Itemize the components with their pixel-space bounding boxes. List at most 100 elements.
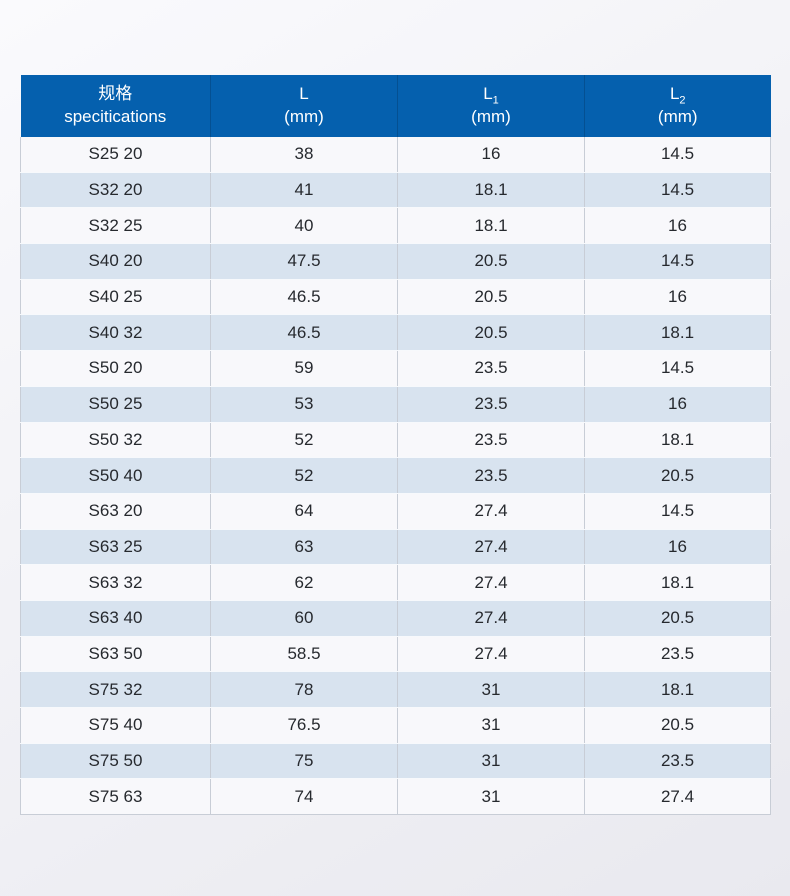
cell-l: 41 xyxy=(210,172,398,209)
cell-l: 53 xyxy=(210,386,398,423)
table-row: S25 20 38 16 14.5 xyxy=(20,137,771,173)
cell-specification: S50 32 xyxy=(20,422,211,459)
cell-l: 40 xyxy=(210,207,398,245)
table-header: 规格 specitications L (mm) L1 (mm) L2 (mm) xyxy=(20,75,771,137)
cell-l: 46.5 xyxy=(210,279,398,316)
cell-l1: 27.4 xyxy=(397,636,585,673)
cell-l2: 16 xyxy=(584,386,771,423)
cell-specification: S32 20 xyxy=(20,172,211,209)
cell-l1: 23.5 xyxy=(397,386,585,423)
cell-l: 62 xyxy=(210,564,398,601)
cell-l1: 31 xyxy=(397,778,585,816)
cell-l: 75 xyxy=(210,743,398,780)
table-row: S32 20 41 18.1 14.5 xyxy=(20,172,771,209)
cell-l2: 18.1 xyxy=(584,671,771,708)
table-row: S63 20 64 27.4 14.5 xyxy=(20,493,771,530)
cell-l1: 27.4 xyxy=(397,600,585,637)
cell-l2: 23.5 xyxy=(584,743,771,780)
cell-specification: S63 40 xyxy=(20,600,211,637)
cell-l1: 27.4 xyxy=(397,493,585,530)
cell-l2: 16 xyxy=(584,207,771,245)
cell-l: 47.5 xyxy=(210,243,398,280)
col-header-l2-subscript: 2 xyxy=(679,94,686,107)
cell-l: 52 xyxy=(210,457,398,494)
cell-specification: S75 40 xyxy=(20,707,211,744)
cell-l: 58.5 xyxy=(210,636,398,673)
cell-specification: S63 25 xyxy=(20,529,211,566)
cell-l: 38 xyxy=(210,137,398,173)
cell-specification: S75 50 xyxy=(20,743,211,780)
table-row: S75 32 78 31 18.1 xyxy=(20,671,771,708)
cell-l1: 23.5 xyxy=(397,457,585,494)
cell-l2: 14.5 xyxy=(584,137,771,173)
table-row: S63 40 60 27.4 20.5 xyxy=(20,600,771,637)
cell-l2: 14.5 xyxy=(584,243,771,280)
cell-l: 60 xyxy=(210,600,398,637)
cell-specification: S63 32 xyxy=(20,564,211,601)
cell-specification: S75 32 xyxy=(20,671,211,708)
cell-l1: 31 xyxy=(397,707,585,744)
col-header-l-symbol: L xyxy=(299,84,309,104)
table-row: S75 50 75 31 23.5 xyxy=(20,743,771,780)
cell-l1: 16 xyxy=(397,137,585,173)
cell-l2: 20.5 xyxy=(584,600,771,637)
col-header-l2-symbol: L xyxy=(669,84,680,104)
col-header-l-unit: (mm) xyxy=(284,107,324,126)
table-row: S50 25 53 23.5 16 xyxy=(20,386,771,423)
cell-l1: 18.1 xyxy=(397,172,585,209)
col-header-l1-subscript: 1 xyxy=(492,94,499,107)
cell-l1: 27.4 xyxy=(397,529,585,566)
cell-specification: S50 40 xyxy=(20,457,211,494)
col-header-l1: L1 (mm) xyxy=(397,75,585,137)
table-row: S63 25 63 27.4 16 xyxy=(20,529,771,566)
col-header-l1-unit: (mm) xyxy=(471,107,511,126)
col-header-l: L (mm) xyxy=(210,75,398,137)
header-row: 规格 specitications L (mm) L1 (mm) L2 (mm) xyxy=(20,75,771,137)
col-header-specifications-en: specitications xyxy=(64,107,167,126)
cell-l1: 20.5 xyxy=(397,279,585,316)
cell-l: 76.5 xyxy=(210,707,398,744)
table-row: S50 40 52 23.5 20.5 xyxy=(20,457,771,494)
table-row: S40 25 46.5 20.5 16 xyxy=(20,279,771,316)
table-body: S25 20 38 16 14.5 S32 20 41 18.1 14.5 S32 25 40 18… xyxy=(20,137,771,816)
col-header-l2: L2 (mm) xyxy=(584,75,771,137)
cell-l1: 23.5 xyxy=(397,422,585,459)
cell-l2: 18.1 xyxy=(584,564,771,601)
table-row: S63 32 62 27.4 18.1 xyxy=(20,564,771,601)
table-row: S63 50 58.5 27.4 23.5 xyxy=(20,636,771,673)
cell-l2: 14.5 xyxy=(584,172,771,209)
cell-l2: 18.1 xyxy=(584,314,771,352)
cell-l2: 16 xyxy=(584,279,771,316)
cell-l: 59 xyxy=(210,350,398,387)
cell-l1: 20.5 xyxy=(397,243,585,280)
table-row: S50 32 52 23.5 18.1 xyxy=(20,422,771,459)
cell-l1: 20.5 xyxy=(397,314,585,352)
cell-specification: S25 20 xyxy=(20,137,211,173)
table-row: S40 32 46.5 20.5 18.1 xyxy=(20,314,771,352)
table-row: S32 25 40 18.1 16 xyxy=(20,207,771,245)
cell-specification: S50 20 xyxy=(20,350,211,387)
cell-l2: 23.5 xyxy=(584,636,771,673)
cell-l: 64 xyxy=(210,493,398,530)
cell-l1: 27.4 xyxy=(397,564,585,601)
cell-l2: 18.1 xyxy=(584,422,771,459)
cell-specification: S40 32 xyxy=(20,314,211,352)
cell-l: 52 xyxy=(210,422,398,459)
cell-l: 63 xyxy=(210,529,398,566)
cell-specification: S40 20 xyxy=(20,243,211,280)
cell-l2: 16 xyxy=(584,529,771,566)
col-header-l1-symbol: L xyxy=(483,84,493,104)
col-header-l2-unit: (mm) xyxy=(657,107,698,126)
cell-l1: 31 xyxy=(397,743,585,780)
cell-l1: 31 xyxy=(397,671,585,708)
table-row: S50 20 59 23.5 14.5 xyxy=(20,350,771,387)
cell-specification: S40 25 xyxy=(20,279,211,316)
cell-specification: S63 20 xyxy=(20,493,211,530)
cell-l: 78 xyxy=(210,671,398,708)
cell-specification: S32 25 xyxy=(20,207,211,245)
cell-specification: S63 50 xyxy=(20,636,211,673)
cell-l2: 14.5 xyxy=(584,350,771,387)
cell-l2: 14.5 xyxy=(584,493,771,530)
cell-l: 74 xyxy=(210,778,398,816)
